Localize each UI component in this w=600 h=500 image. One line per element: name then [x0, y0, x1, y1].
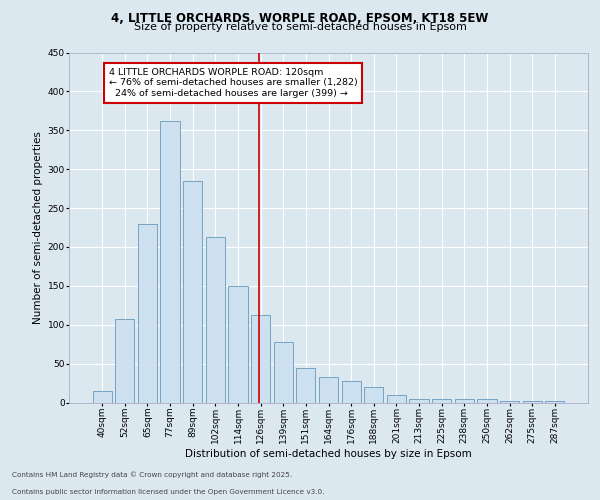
Bar [432, 398, 451, 402]
Bar [92, 391, 112, 402]
Text: Contains public sector information licensed under the Open Government Licence v3: Contains public sector information licen… [12, 489, 325, 495]
Bar [545, 401, 565, 402]
Bar [387, 394, 406, 402]
Bar [229, 286, 248, 403]
Bar [341, 380, 361, 402]
Bar [206, 237, 225, 402]
Bar [160, 121, 180, 402]
Bar [523, 401, 542, 402]
X-axis label: Distribution of semi-detached houses by size in Epsom: Distribution of semi-detached houses by … [185, 448, 472, 458]
Text: Contains HM Land Registry data © Crown copyright and database right 2025.: Contains HM Land Registry data © Crown c… [12, 471, 292, 478]
Bar [183, 181, 202, 402]
Bar [274, 342, 293, 402]
Bar [138, 224, 157, 402]
Text: 4 LITTLE ORCHARDS WORPLE ROAD: 120sqm
← 76% of semi-detached houses are smaller : 4 LITTLE ORCHARDS WORPLE ROAD: 120sqm ← … [109, 68, 358, 98]
Bar [477, 398, 497, 402]
Text: Size of property relative to semi-detached houses in Epsom: Size of property relative to semi-detach… [134, 22, 466, 32]
Bar [115, 318, 134, 402]
Y-axis label: Number of semi-detached properties: Number of semi-detached properties [34, 131, 43, 324]
Bar [364, 387, 383, 402]
Bar [500, 401, 519, 402]
Bar [409, 398, 428, 402]
Bar [296, 368, 316, 402]
Text: 4, LITTLE ORCHARDS, WORPLE ROAD, EPSOM, KT18 5EW: 4, LITTLE ORCHARDS, WORPLE ROAD, EPSOM, … [112, 12, 488, 26]
Bar [455, 398, 474, 402]
Bar [319, 377, 338, 402]
Bar [251, 316, 270, 402]
